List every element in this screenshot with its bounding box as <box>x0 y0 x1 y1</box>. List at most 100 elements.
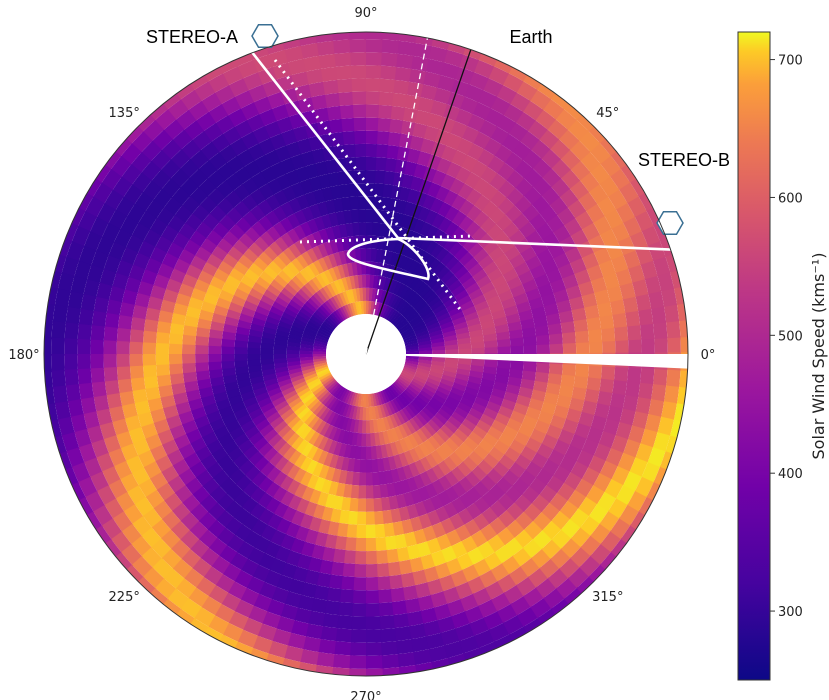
heatmap-cell <box>240 275 256 289</box>
heatmap-cell <box>387 309 398 322</box>
heatmap-cell <box>399 409 410 423</box>
heatmap-cell <box>381 496 392 511</box>
heatmap-cell <box>413 233 426 249</box>
heatmap-cell <box>408 135 424 151</box>
heatmap-cell <box>352 590 368 604</box>
heatmap-cell <box>430 590 449 608</box>
heatmap-cell <box>112 272 129 291</box>
heatmap-cell <box>233 407 250 421</box>
heatmap-cell <box>374 510 385 525</box>
heatmap-cell <box>71 225 91 248</box>
heatmap-cell <box>259 231 275 247</box>
heatmap-cell <box>398 255 409 270</box>
heatmap-cell <box>444 255 460 271</box>
heatmap-cell <box>83 279 100 299</box>
heatmap-cell <box>209 418 226 433</box>
heatmap-cell <box>65 384 82 403</box>
heatmap-cell <box>366 563 379 578</box>
heatmap-cell <box>103 255 121 275</box>
heatmap-cell <box>286 58 306 76</box>
heatmap-cell <box>341 576 356 591</box>
heatmap-cell <box>221 354 235 363</box>
heatmap-cell <box>182 354 196 365</box>
heatmap-cell <box>338 184 350 199</box>
heatmap-cell <box>289 371 304 379</box>
heatmap-cell <box>354 445 362 460</box>
heatmap-cell <box>504 204 523 223</box>
heatmap-cell <box>399 393 411 406</box>
heatmap-cell <box>320 214 332 230</box>
heatmap-cell <box>276 616 297 634</box>
heatmap-cell <box>337 387 347 401</box>
heatmap-cell <box>195 221 213 239</box>
heatmap-cell <box>379 52 398 67</box>
heatmap-cell <box>506 501 525 520</box>
heatmap-cell <box>497 179 516 198</box>
heatmap-cell <box>304 68 323 85</box>
heatmap-cell <box>411 42 432 59</box>
heatmap-cell <box>431 464 446 480</box>
heatmap-cell <box>324 300 335 313</box>
heatmap-cell <box>471 465 488 482</box>
heatmap-cell <box>374 302 380 316</box>
heatmap-cell <box>427 435 442 450</box>
heatmap-cell <box>317 257 329 272</box>
heatmap-cell <box>137 411 155 429</box>
heatmap-cell <box>306 459 319 475</box>
heatmap-cell <box>332 144 346 160</box>
heatmap-cell <box>224 190 242 209</box>
heatmap-cell <box>183 371 198 384</box>
heatmap-cell <box>196 370 211 382</box>
heatmap-cell <box>134 400 151 417</box>
heatmap-cell <box>394 53 414 69</box>
heatmap-cell <box>323 452 334 467</box>
heatmap-cell <box>427 325 442 334</box>
heatmap-cell <box>612 378 628 396</box>
heatmap-cell <box>276 325 291 334</box>
heatmap-cell <box>465 188 482 206</box>
heatmap-cell <box>295 254 309 270</box>
heatmap-cell <box>653 367 668 386</box>
heatmap-cell <box>52 385 69 405</box>
heatmap-cell <box>398 186 411 202</box>
heatmap-cell <box>465 281 481 295</box>
heatmap-cell <box>277 404 292 417</box>
heatmap-cell <box>400 572 417 588</box>
heatmap-cell <box>584 303 600 320</box>
heatmap-cell <box>276 374 291 384</box>
heatmap-cell <box>641 337 655 354</box>
heatmap-cell <box>398 664 420 676</box>
heatmap-cell <box>419 470 433 487</box>
heatmap-cell <box>514 430 531 446</box>
heatmap-cell <box>222 323 238 335</box>
heatmap-cell <box>347 39 366 53</box>
heatmap-cell <box>497 197 515 215</box>
heatmap-cell <box>64 338 78 356</box>
heatmap-cell <box>318 639 338 655</box>
heatmap-cell <box>417 362 432 368</box>
heatmap-cell <box>519 245 537 262</box>
heatmap-cell <box>182 344 196 355</box>
heatmap-cell <box>426 632 446 650</box>
heatmap-cell <box>140 269 158 287</box>
heatmap-cell <box>173 392 189 407</box>
heatmap-cell <box>277 442 292 457</box>
heatmap-cell <box>521 369 537 381</box>
heatmap-cell <box>509 283 526 298</box>
heatmap-cell <box>370 248 378 263</box>
heatmap-cell <box>317 370 331 379</box>
heatmap-cell <box>120 247 139 266</box>
heatmap-cell <box>431 360 445 367</box>
heatmap-cell <box>52 304 68 325</box>
heatmap-cell <box>402 464 414 480</box>
heatmap-cell <box>245 294 261 307</box>
heatmap-cell <box>346 391 354 405</box>
heatmap-cell <box>253 386 268 398</box>
heatmap-cell <box>402 332 416 340</box>
heatmap-cell <box>250 502 267 520</box>
heatmap-cell <box>406 476 419 492</box>
heatmap-cell <box>389 294 400 309</box>
heatmap-cell <box>417 303 431 316</box>
heatmap-cell <box>156 321 172 335</box>
heatmap-cell <box>465 204 482 222</box>
